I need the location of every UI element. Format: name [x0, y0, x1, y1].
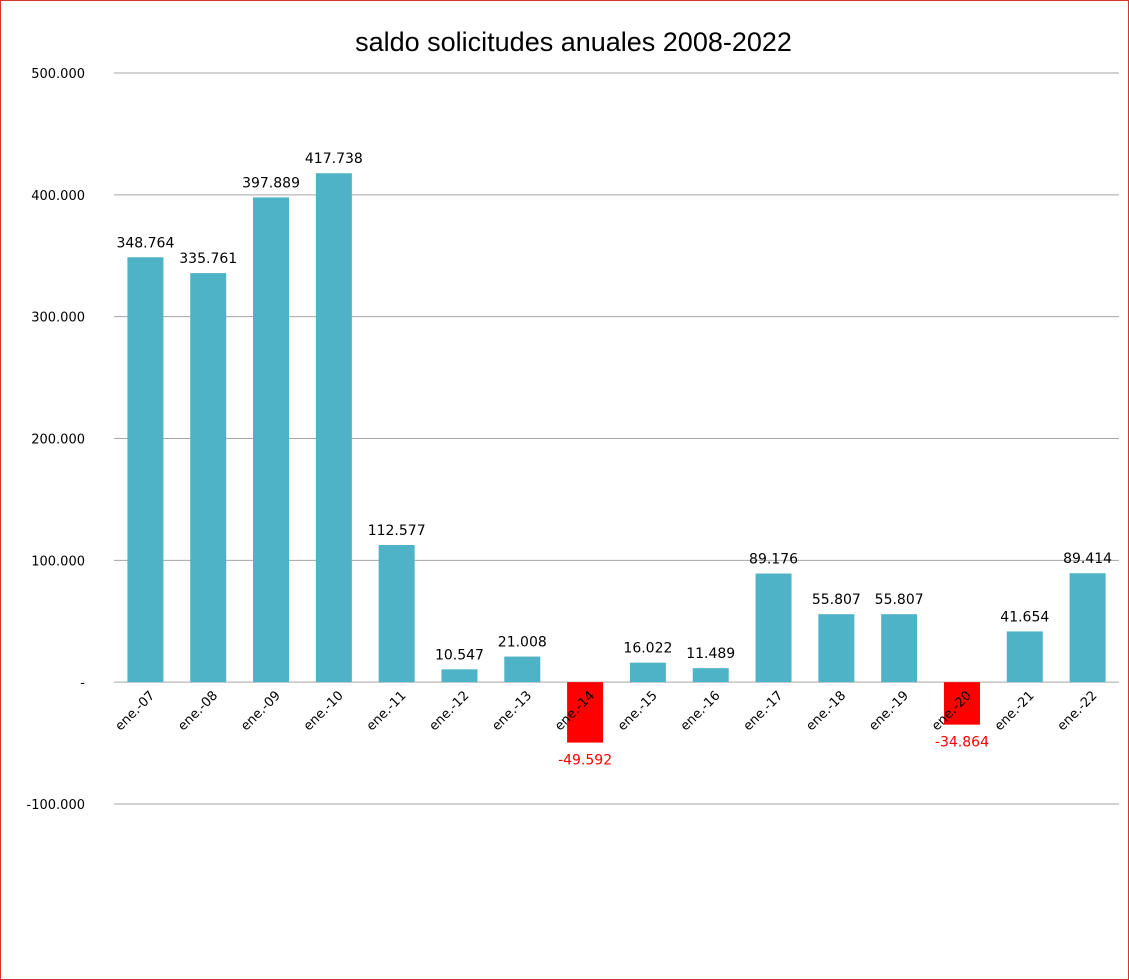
- y-axis-ticks: 500.000 400.000 300.000 200.000 100.000 - -100…: [27, 67, 86, 813]
- x-category-label: ene.-09: [238, 688, 284, 734]
- y-tick-label: 100.000: [31, 554, 85, 569]
- data-label: 10.547: [435, 647, 484, 663]
- x-category-label: ene.-19: [866, 688, 912, 734]
- bar: [441, 669, 478, 683]
- bar: [1006, 631, 1043, 683]
- data-label: 55.807: [812, 592, 861, 608]
- data-label: 21.008: [498, 635, 547, 651]
- x-category-label: ene.-11: [364, 688, 410, 734]
- data-label: 89.414: [1063, 551, 1112, 567]
- x-category-label: ene.-21: [992, 688, 1038, 734]
- chart-title: saldo solicitudes anuales 2008-2022: [355, 27, 792, 57]
- y-tick-label: 300.000: [31, 311, 85, 326]
- data-label: 335.761: [179, 251, 237, 267]
- y-tick-label: 400.000: [31, 189, 85, 204]
- data-label: 16.022: [623, 641, 672, 657]
- bar: [629, 662, 666, 683]
- data-label: 417.738: [305, 151, 363, 167]
- data-label: -49.592: [558, 753, 612, 769]
- bar: [378, 545, 415, 683]
- bars: [127, 173, 1106, 743]
- bar: [127, 257, 164, 683]
- x-category-label: ene.-17: [741, 688, 787, 734]
- data-label: 89.176: [749, 552, 798, 568]
- y-tick-label: 500.000: [31, 67, 85, 82]
- data-label: 397.889: [242, 175, 300, 191]
- x-category-label: ene.-07: [113, 688, 159, 734]
- x-category-label: ene.-22: [1055, 688, 1101, 734]
- x-category-label: ene.-12: [427, 688, 473, 734]
- bar: [943, 682, 980, 725]
- x-category-label: ene.-18: [803, 688, 849, 734]
- x-category-label: ene.-13: [489, 688, 535, 734]
- bar: [818, 614, 855, 683]
- bar: [692, 668, 729, 683]
- data-label: 348.764: [116, 235, 174, 251]
- bar: [1069, 573, 1106, 683]
- data-label: 112.577: [368, 523, 426, 539]
- y-tick-label: -: [80, 676, 85, 691]
- data-label: 41.654: [1000, 609, 1049, 625]
- bar: [315, 173, 352, 683]
- data-labels: 348.764 335.761 397.889 417.738 112.577 10.54…: [116, 151, 1112, 768]
- x-category-label: ene.-10: [301, 688, 347, 734]
- bar: [504, 656, 541, 683]
- bar: [567, 682, 604, 743]
- y-tick-label: -100.000: [27, 798, 85, 813]
- bar: [755, 573, 792, 683]
- bar: [881, 614, 918, 683]
- data-label: 55.807: [875, 592, 924, 608]
- data-label: 11.489: [686, 646, 735, 662]
- x-category-label: ene.-16: [678, 688, 724, 734]
- bar: [253, 197, 290, 683]
- y-tick-label: 200.000: [31, 433, 85, 448]
- x-category-label: ene.-08: [175, 688, 221, 734]
- data-label: -34.864: [935, 735, 989, 751]
- x-category-label: ene.-15: [615, 688, 661, 734]
- bar: [190, 273, 227, 683]
